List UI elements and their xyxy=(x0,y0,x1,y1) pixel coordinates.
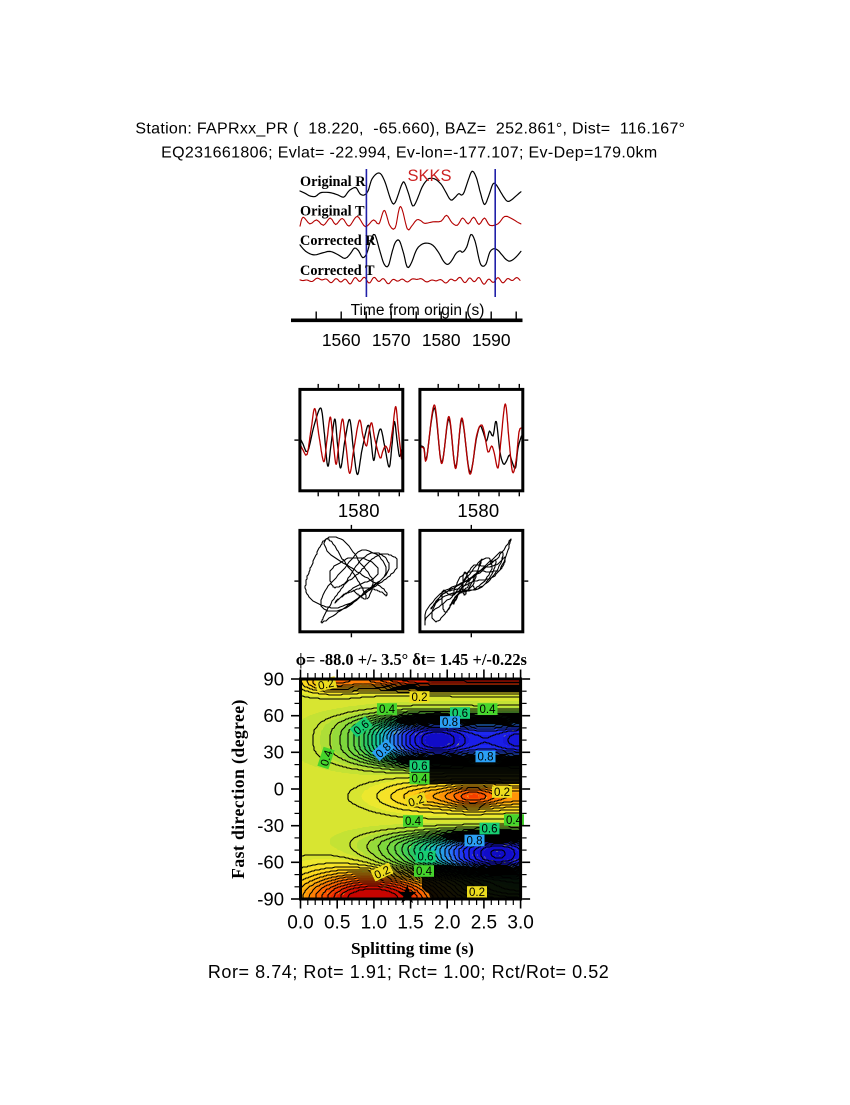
svg-text:0.2: 0.2 xyxy=(494,787,510,799)
svg-text:0.2: 0.2 xyxy=(412,692,428,704)
svg-text:0.0: 0.0 xyxy=(287,912,313,933)
svg-text:0.8: 0.8 xyxy=(442,717,458,729)
svg-text:-30: -30 xyxy=(257,815,284,836)
svg-text:1580: 1580 xyxy=(422,330,461,350)
svg-text:Corrected R: Corrected R xyxy=(300,233,376,249)
svg-text:0.2: 0.2 xyxy=(317,678,335,693)
svg-text:0.4: 0.4 xyxy=(506,815,523,827)
svg-text:0.4: 0.4 xyxy=(412,774,429,786)
svg-text:3.0: 3.0 xyxy=(507,912,533,933)
svg-text:0.8: 0.8 xyxy=(467,836,483,848)
svg-text:-90: -90 xyxy=(257,888,284,909)
svg-text:30: 30 xyxy=(263,742,284,763)
svg-text:0.4: 0.4 xyxy=(480,704,497,716)
svg-text:0: 0 xyxy=(274,778,284,799)
svg-text:ϕ= -88.0 +/- 3.5° δt= 1.45 +/-: ϕ= -88.0 +/- 3.5° δt= 1.45 +/-0.22s xyxy=(296,650,527,669)
svg-text:SKKS: SKKS xyxy=(408,167,452,185)
svg-text:-60: -60 xyxy=(257,852,284,873)
svg-text:0.4: 0.4 xyxy=(379,704,396,716)
svg-text:Time from origin (s): Time from origin (s) xyxy=(351,302,485,319)
svg-text:0.2: 0.2 xyxy=(407,793,426,809)
svg-text:2.5: 2.5 xyxy=(471,912,497,933)
svg-text:Corrected T: Corrected T xyxy=(300,263,375,279)
svg-text:0.6: 0.6 xyxy=(418,852,434,864)
svg-text:0.6: 0.6 xyxy=(412,761,428,773)
svg-text:EQ231661806; Evlat= -22.994, E: EQ231661806; Evlat= -22.994, Ev-lon=-177… xyxy=(161,145,657,162)
svg-text:1.5: 1.5 xyxy=(397,912,423,933)
svg-text:60: 60 xyxy=(263,705,284,726)
svg-text:2.0: 2.0 xyxy=(434,912,460,933)
svg-text:Ror= 8.74; Rot= 1.91; Rct= 1.0: Ror= 8.74; Rot= 1.91; Rct= 1.00; Rct/Rot… xyxy=(208,962,610,982)
svg-text:0.4: 0.4 xyxy=(319,748,336,767)
svg-text:90: 90 xyxy=(263,668,284,689)
svg-text:Original R: Original R xyxy=(300,174,366,190)
svg-text:Splitting time (s): Splitting time (s) xyxy=(351,939,474,958)
svg-text:1580: 1580 xyxy=(338,500,380,521)
svg-text:1570: 1570 xyxy=(372,330,411,350)
svg-text:1.0: 1.0 xyxy=(361,912,387,933)
svg-text:1590: 1590 xyxy=(472,330,511,350)
svg-text:Station: FAPRxx_PR ( 18.220,: Station: FAPRxx_PR ( 18.220, -65.660), B… xyxy=(135,121,685,138)
svg-text:Fast direction (degree): Fast direction (degree) xyxy=(228,699,248,879)
svg-text:1580: 1580 xyxy=(457,500,499,521)
svg-text:1560: 1560 xyxy=(322,330,361,350)
svg-text:0.6: 0.6 xyxy=(482,824,498,836)
svg-text:0.4: 0.4 xyxy=(405,816,422,828)
svg-text:0.4: 0.4 xyxy=(416,866,433,878)
svg-text:0.8: 0.8 xyxy=(478,752,494,764)
svg-text:Original T: Original T xyxy=(300,203,365,219)
svg-text:0.5: 0.5 xyxy=(324,912,350,933)
svg-text:0.2: 0.2 xyxy=(469,887,485,899)
